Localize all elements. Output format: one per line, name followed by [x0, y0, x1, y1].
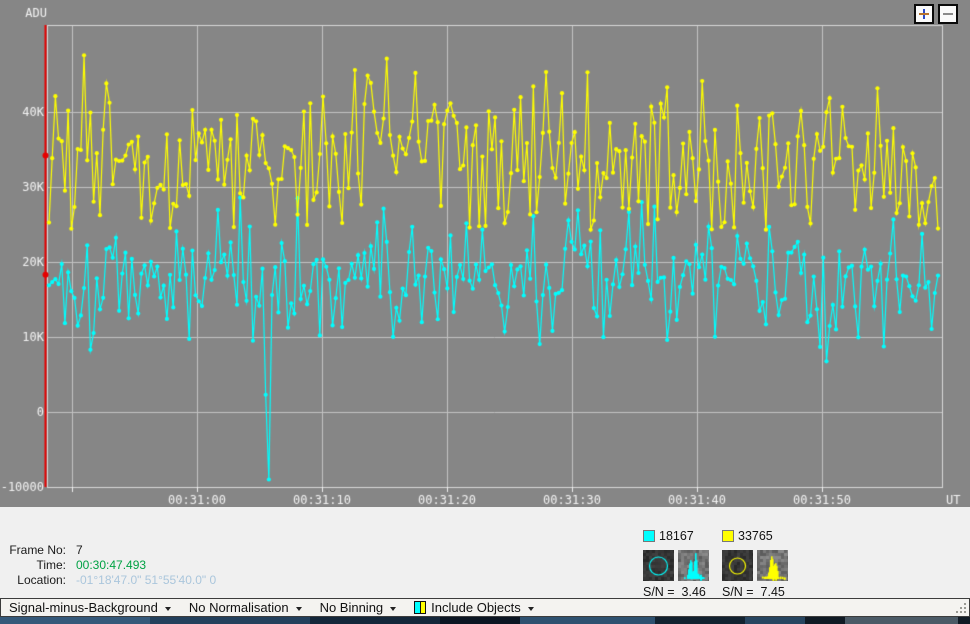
cyan-snr-value: S/N = 3.46	[643, 585, 715, 599]
frame-location-row: Location: -01°18'47.0" 51°55'40.0" 0	[8, 573, 216, 588]
frame-time-row: Time: 00:30:47.493	[8, 558, 216, 573]
include-objects-dropdown[interactable]: Include Objects	[414, 600, 534, 615]
zoom-out-button[interactable]	[938, 4, 958, 24]
frame-number-value: 7	[76, 543, 83, 558]
chevron-down-icon	[165, 607, 171, 611]
chevron-down-icon	[528, 607, 534, 611]
yellow-snr-value: S/N = 7.45	[722, 585, 794, 599]
object-legend-cyan: 18167 S/N = 3.46	[643, 529, 715, 599]
chevron-down-icon	[296, 607, 302, 611]
minus-icon	[943, 13, 953, 15]
cyan-aperture-thumbnail	[643, 550, 674, 581]
normalisation-dropdown[interactable]: No Normalisation	[189, 600, 302, 615]
cyan-series-value: 18167	[659, 529, 694, 543]
yellow-aperture-thumbnail	[722, 550, 753, 581]
object-legend-yellow: 33765 S/N = 7.45	[722, 529, 794, 599]
lightcurve-toolbar: Signal-minus-Background No Normalisation…	[0, 598, 970, 617]
taskbar-strip	[0, 617, 970, 624]
yellow-series-value: 33765	[738, 529, 773, 543]
frame-location-value: -01°18'47.0" 51°55'40.0" 0	[76, 573, 216, 588]
cyan-profile-thumbnail	[678, 550, 709, 581]
frame-number-row: Frame No: 7	[8, 543, 216, 558]
frame-location-label: Location:	[8, 573, 66, 588]
frame-time-label: Time:	[8, 558, 66, 573]
yellow-series-swatch	[722, 530, 734, 542]
object-colors-icon	[414, 601, 426, 614]
resize-grip[interactable]	[955, 602, 967, 614]
yellow-profile-thumbnail	[757, 550, 788, 581]
frame-time-value: 00:30:47.493	[76, 558, 146, 573]
reduction-mode-dropdown[interactable]: Signal-minus-Background	[9, 600, 171, 615]
zoom-in-button[interactable]	[914, 4, 934, 24]
tangra-light-curve-window: Frame No: 7 Time: 00:30:47.493 Location:…	[0, 0, 970, 624]
chart-zoom-controls	[914, 4, 958, 24]
light-curve-panel	[0, 0, 970, 507]
frame-status-block: Frame No: 7 Time: 00:30:47.493 Location:…	[8, 543, 216, 588]
frame-number-label: Frame No:	[8, 543, 66, 558]
binning-dropdown[interactable]: No Binning	[320, 600, 397, 615]
cyan-series-swatch	[643, 530, 655, 542]
chevron-down-icon	[390, 607, 396, 611]
light-curve-chart[interactable]	[0, 0, 970, 507]
